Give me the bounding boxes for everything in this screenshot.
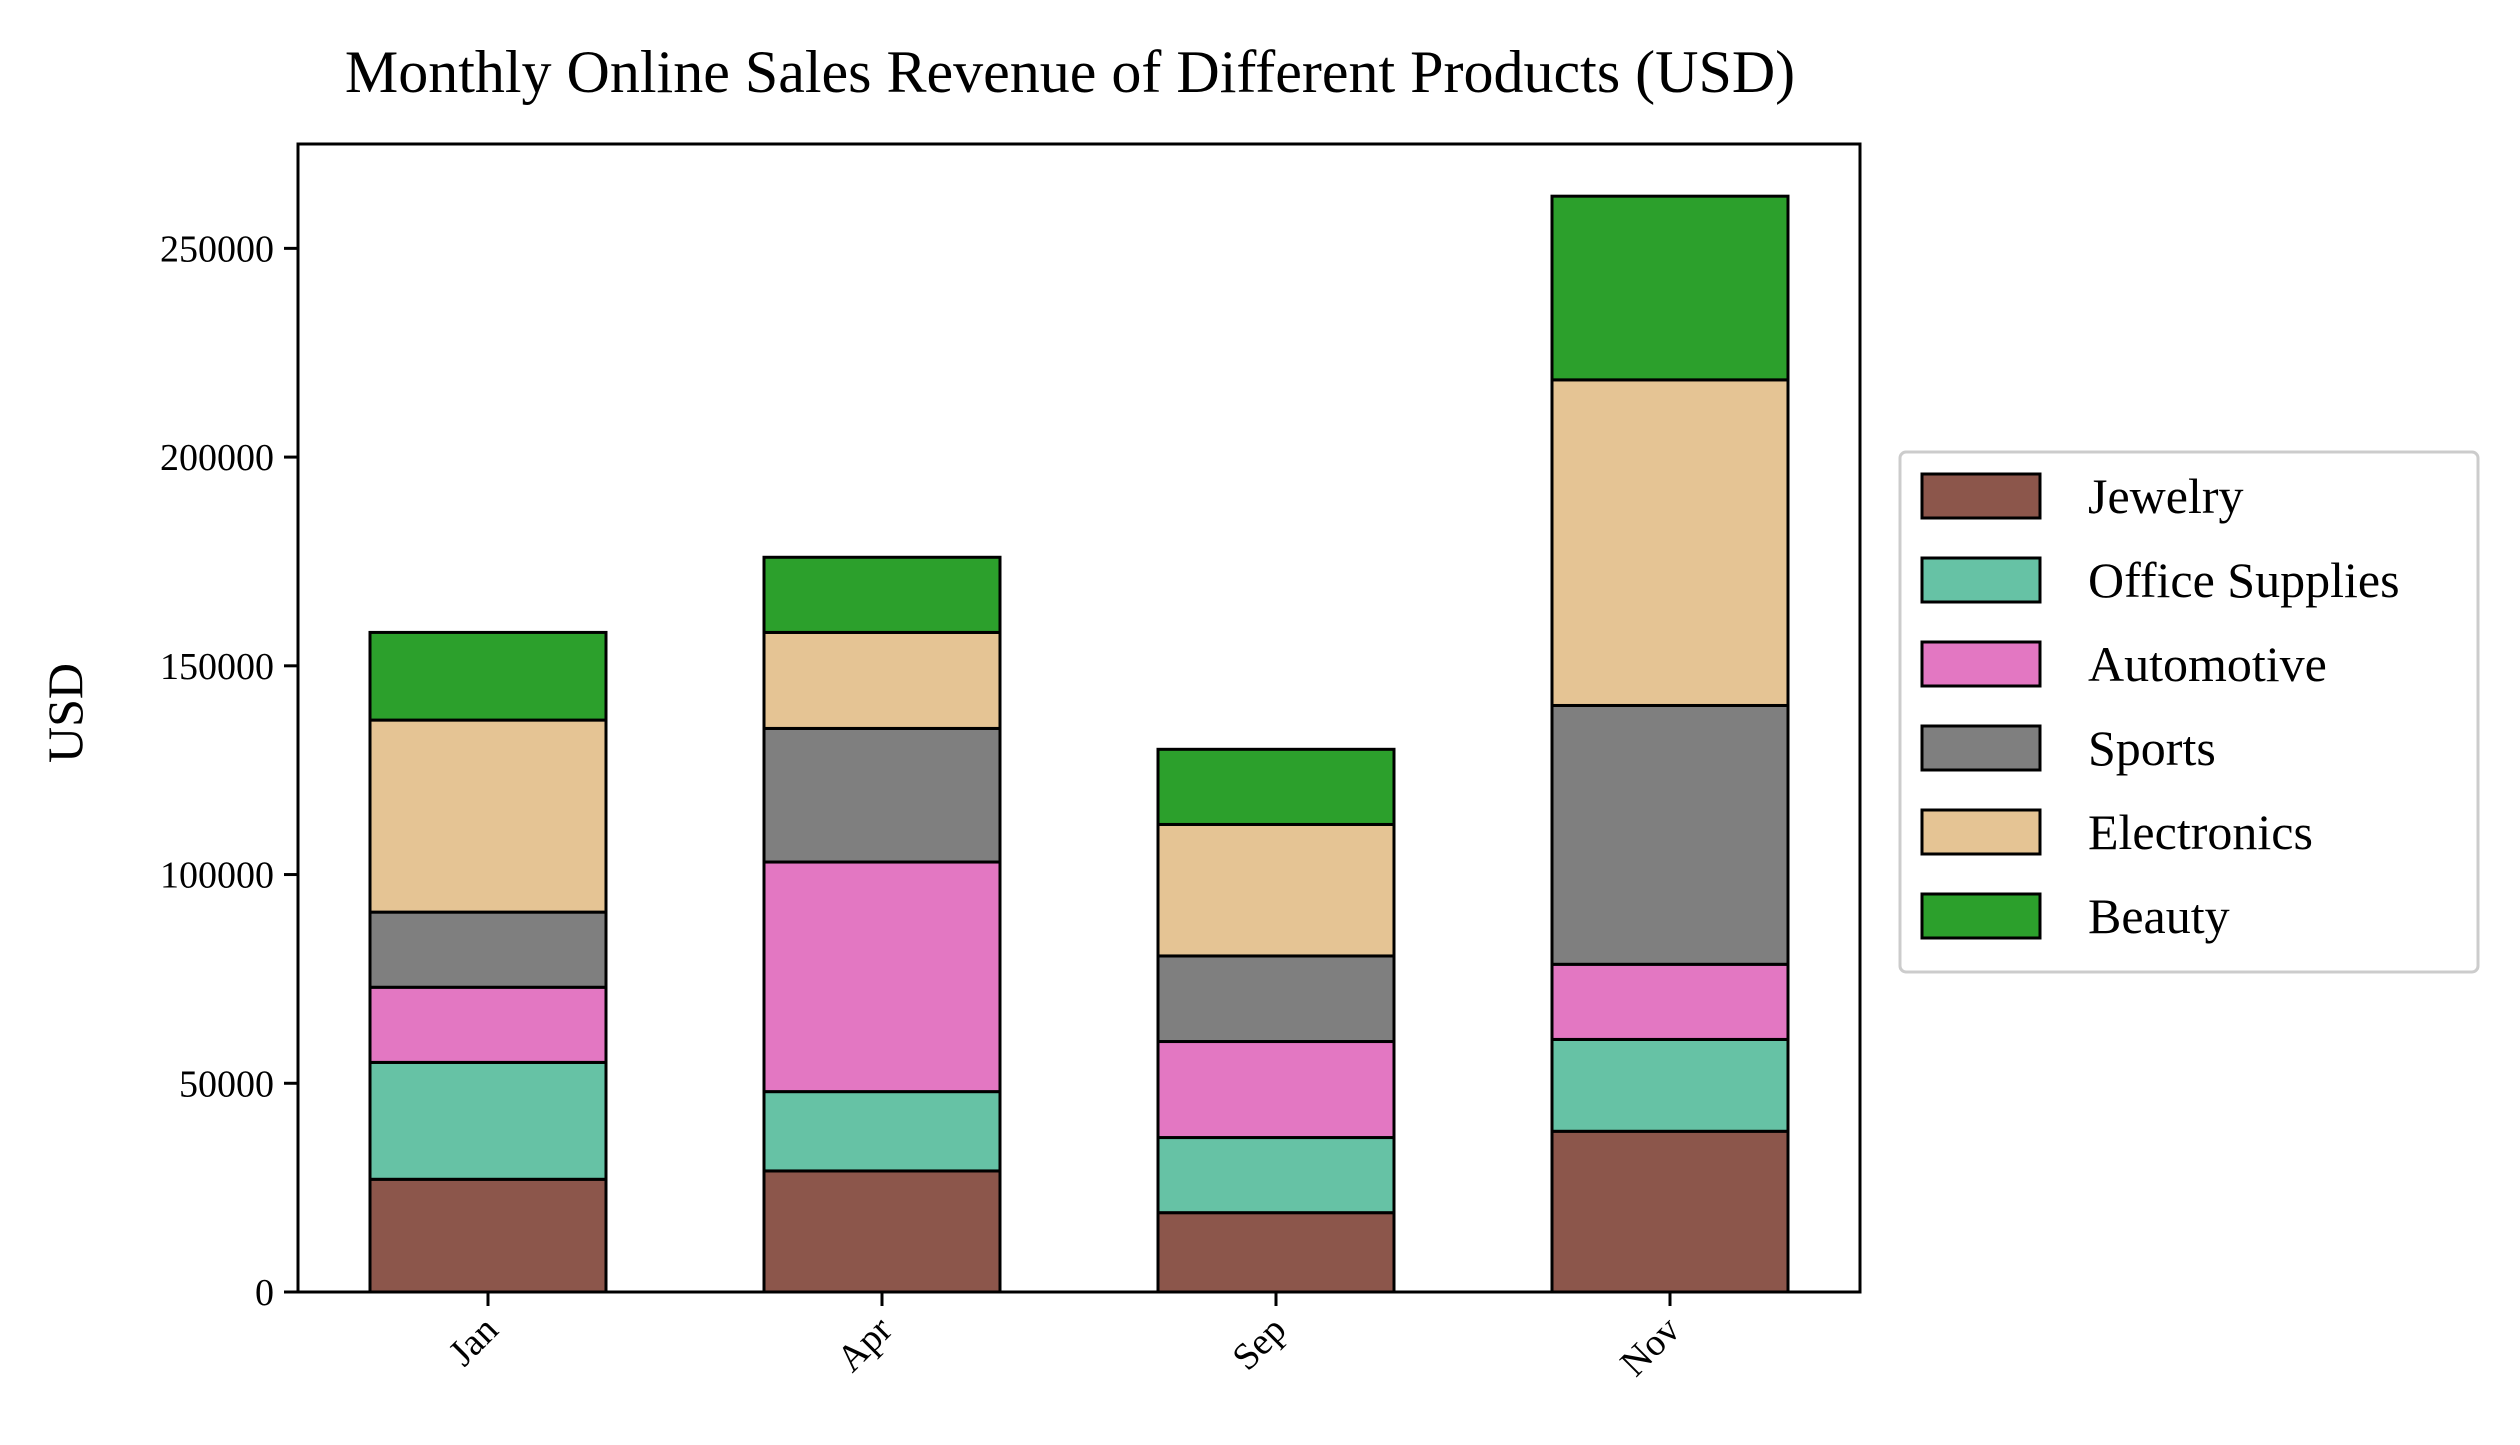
legend-label-jewelry: Jewelry xyxy=(2088,468,2244,524)
y-tick-label: 200000 xyxy=(160,437,274,479)
bar-automotive-apr xyxy=(762,860,1002,1094)
y-tick-label: 150000 xyxy=(160,646,274,688)
y-tick-label: 0 xyxy=(255,1272,274,1314)
bar-electronics-apr xyxy=(762,630,1002,730)
y-tick-label: 250000 xyxy=(160,228,274,270)
bar-jewelry-apr xyxy=(762,1169,1002,1294)
legend-swatch-office-supplies xyxy=(1920,556,2042,604)
chart-title: Monthly Online Sales Revenue of Differen… xyxy=(345,39,1795,105)
bar-beauty-sep xyxy=(1156,747,1396,826)
legend-box xyxy=(1898,450,2480,974)
bar-beauty-jan xyxy=(368,630,608,722)
bar-electronics-jan xyxy=(368,718,608,914)
bar-beauty-nov xyxy=(1550,194,1790,382)
bar-office-supplies-nov xyxy=(1550,1037,1790,1133)
bar-electronics-nov xyxy=(1550,378,1790,707)
bar-office-supplies-jan xyxy=(368,1060,608,1181)
y-tick-label: 100000 xyxy=(160,855,274,897)
legend-label-automotive: Automotive xyxy=(2088,636,2327,692)
legend-swatch-beauty xyxy=(1920,892,2042,940)
bar-automotive-nov xyxy=(1550,962,1790,1041)
y-tick-label: 50000 xyxy=(179,1063,274,1105)
x-tick-label-apr: Apr xyxy=(829,1308,901,1380)
bar-office-supplies-sep xyxy=(1156,1136,1396,1215)
bar-sports-apr xyxy=(762,726,1002,864)
bar-jewelry-sep xyxy=(1156,1211,1396,1294)
legend-label-sports: Sports xyxy=(2088,720,2216,776)
legend-swatch-jewelry xyxy=(1920,472,2042,520)
bar-electronics-sep xyxy=(1156,822,1396,958)
bar-sports-sep xyxy=(1156,954,1396,1044)
bar-office-supplies-apr xyxy=(762,1090,1002,1173)
plot-frame xyxy=(296,142,1862,1294)
y-axis-label: USD xyxy=(37,663,93,763)
x-tick-label-jan: Jan xyxy=(441,1309,507,1375)
bars-layer xyxy=(368,194,1790,1294)
bar-automotive-jan xyxy=(368,985,608,1064)
x-tick-label-sep: Sep xyxy=(1224,1309,1294,1379)
legend-label-office-supplies: Office Supplies xyxy=(2088,552,2400,608)
bar-sports-nov xyxy=(1550,703,1790,966)
bar-jewelry-jan xyxy=(368,1177,608,1294)
bar-automotive-sep xyxy=(1156,1040,1396,1140)
bar-jewelry-nov xyxy=(1550,1129,1790,1294)
legend-swatch-automotive xyxy=(1920,640,2042,688)
legend: Jewelry Office Supplies Automotive Sports El… xyxy=(1898,450,2480,974)
x-tick-label-nov: Nov xyxy=(1612,1309,1688,1385)
bar-beauty-apr xyxy=(762,555,1002,634)
legend-swatch-electronics xyxy=(1920,808,2042,856)
bar-sports-jan xyxy=(368,910,608,989)
legend-label-beauty: Beauty xyxy=(2088,888,2230,944)
legend-label-electronics: Electronics xyxy=(2088,804,2313,860)
legend-swatch-sports xyxy=(1920,724,2042,772)
